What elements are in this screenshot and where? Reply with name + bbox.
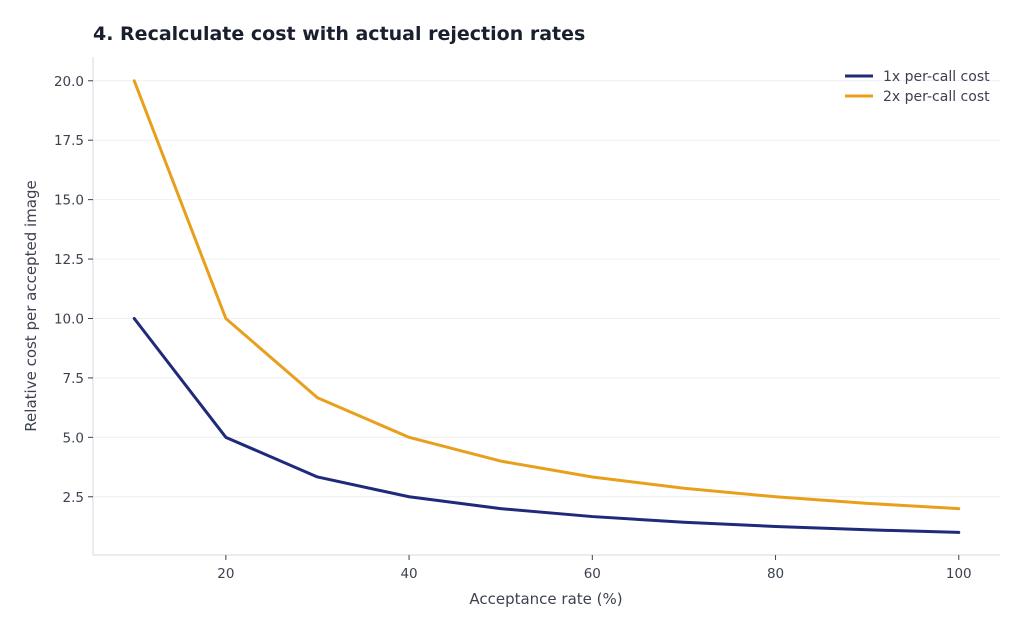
y-tick-label: 20.0 xyxy=(54,74,84,90)
x-tick-label: 20 xyxy=(217,566,234,582)
y-tick-label: 2.5 xyxy=(63,490,84,506)
series-line-1 xyxy=(132,316,961,534)
y-tick-label: 10.0 xyxy=(54,311,84,327)
x-axis-ticks: 20 40 60 80 100 xyxy=(217,555,972,582)
y-tick-label: 7.5 xyxy=(63,371,84,387)
y-tick-label: 17.5 xyxy=(54,133,84,149)
grid xyxy=(93,80,1000,498)
series xyxy=(132,79,961,534)
y-tick-label: 15.0 xyxy=(54,193,84,209)
legend-label-1: 1x per-call cost xyxy=(883,69,990,85)
x-axis-label: Acceptance rate (%) xyxy=(469,590,622,608)
legend-label-2: 2x per-call cost xyxy=(883,89,990,105)
chart-title: 4. Recalculate cost with actual rejectio… xyxy=(93,23,585,45)
y-tick-label: 12.5 xyxy=(54,252,84,268)
y-tick-label: 5.0 xyxy=(63,430,84,446)
y-axis-label: Relative cost per accepted image xyxy=(22,180,40,431)
x-tick-label: 60 xyxy=(584,566,601,582)
x-tick-label: 40 xyxy=(400,566,417,582)
legend: 1x per-call cost 2x per-call cost xyxy=(845,69,990,105)
x-tick-label: 100 xyxy=(946,566,972,582)
x-tick-label: 80 xyxy=(767,566,784,582)
y-axis-ticks: 2.5 5.0 7.5 10.0 12.5 15.0 17.5 20.0 xyxy=(54,74,93,506)
series-line-2 xyxy=(132,79,961,511)
